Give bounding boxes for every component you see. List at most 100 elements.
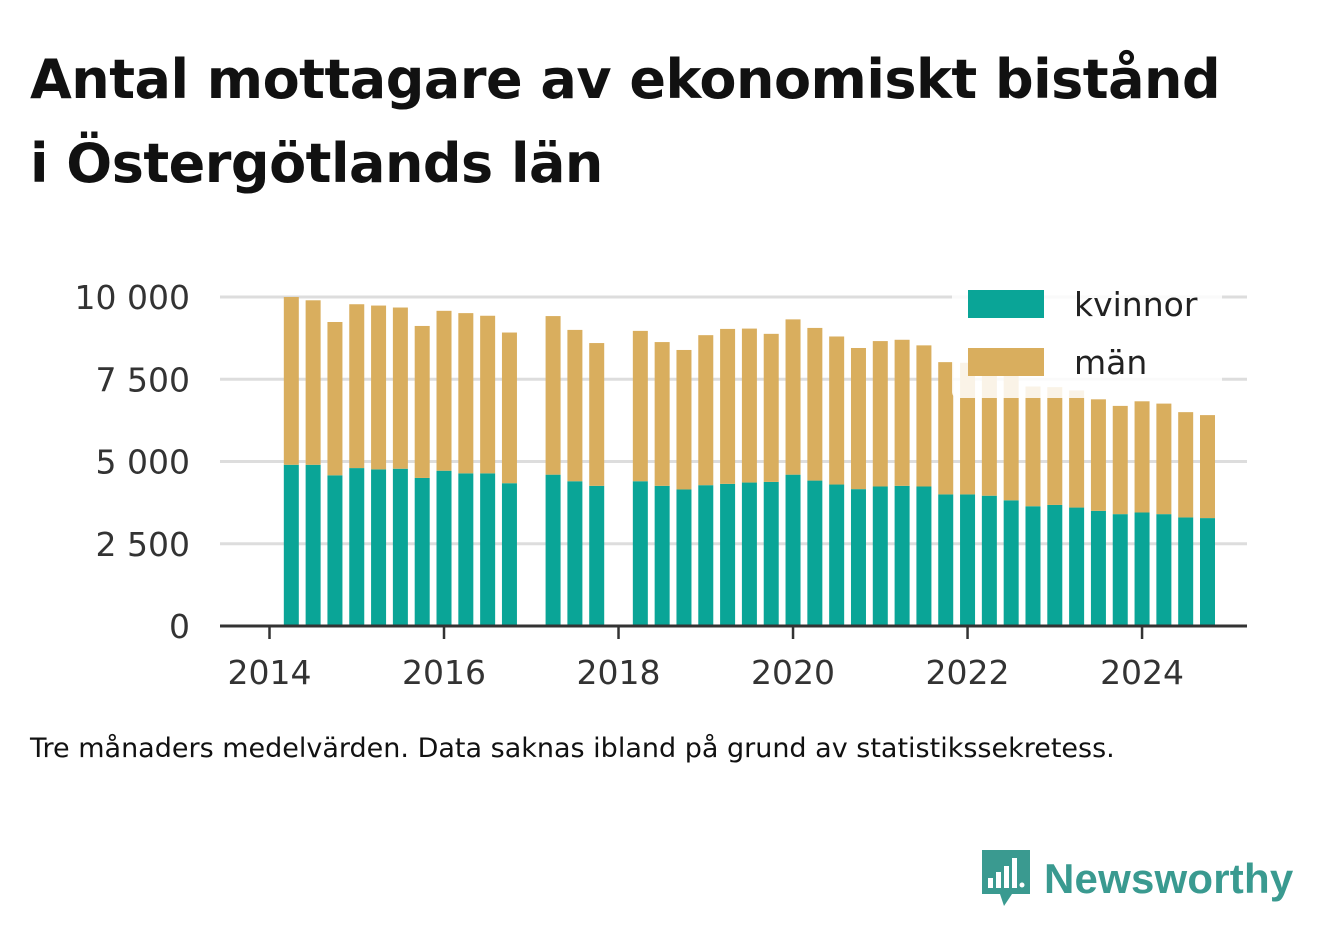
- bar-man: [371, 305, 387, 470]
- x-tick-label: 2022: [926, 653, 1010, 692]
- bar-man: [916, 345, 932, 487]
- bar-man: [872, 341, 888, 487]
- bar-kvinnor: [567, 481, 583, 626]
- bar-man: [894, 339, 910, 486]
- bar-man: [676, 349, 692, 490]
- bar-man: [1003, 372, 1019, 501]
- bar-man: [567, 329, 583, 482]
- bar-kvinnor: [698, 485, 714, 626]
- bar-man: [1090, 399, 1106, 511]
- bar-man: [850, 347, 866, 490]
- bar-man: [785, 319, 801, 475]
- y-tick-label: 2 500: [96, 525, 190, 564]
- bar-kvinnor: [1047, 504, 1063, 626]
- x-tick-label: 2020: [751, 653, 835, 692]
- x-tick-label: 2018: [577, 653, 661, 692]
- bar-kvinnor: [1156, 514, 1172, 626]
- bar-kvinnor: [545, 474, 561, 626]
- bar-man: [349, 304, 365, 469]
- bar-man: [1156, 403, 1172, 515]
- bar-man: [436, 310, 452, 471]
- bar-kvinnor: [829, 484, 845, 626]
- bar-man: [392, 307, 408, 469]
- stacked-bar-chart: 0 2 500 5 000 7 500 10 000 2014 2016 2018 2020 20…: [75, 278, 1247, 692]
- bar-man: [589, 343, 605, 486]
- newsworthy-logo-icon: [982, 850, 1030, 906]
- bar-man: [1134, 401, 1150, 513]
- bar-kvinnor: [349, 468, 365, 626]
- bar-kvinnor: [938, 494, 954, 626]
- legend-swatch-kvinnor: [968, 290, 1044, 318]
- bar-man: [458, 313, 474, 474]
- bar-kvinnor: [850, 489, 866, 626]
- bar-man: [1025, 386, 1041, 507]
- bar-kvinnor: [1090, 510, 1106, 626]
- y-tick-label: 5 000: [96, 443, 190, 482]
- bar-kvinnor: [960, 494, 976, 626]
- bar-kvinnor: [872, 486, 888, 626]
- bar-kvinnor: [1178, 517, 1194, 626]
- bar-kvinnor: [414, 477, 430, 626]
- bar-kvinnor: [720, 483, 736, 626]
- chart-title: Antal mottagare av ekonomiskt bistånd i …: [30, 38, 1300, 206]
- bar-man: [1200, 415, 1215, 519]
- bar-kvinnor: [654, 485, 670, 626]
- x-tick-label: 2016: [402, 653, 486, 692]
- bar-kvinnor: [501, 483, 517, 626]
- bar-man: [632, 330, 648, 482]
- bar-kvinnor: [916, 486, 932, 626]
- bar-man: [1047, 387, 1063, 505]
- legend: kvinnor män: [952, 283, 1222, 398]
- brand-name: Newsworthy: [1044, 855, 1294, 902]
- bar-kvinnor: [741, 482, 757, 626]
- bar-kvinnor: [785, 474, 801, 626]
- bar-kvinnor: [981, 495, 997, 626]
- bar-man: [283, 297, 299, 465]
- bar-kvinnor: [480, 473, 496, 626]
- x-tick-label: 2024: [1100, 653, 1184, 692]
- bar-man: [981, 366, 997, 496]
- bar-kvinnor: [436, 470, 452, 626]
- y-tick-label: 7 500: [96, 360, 190, 399]
- bar-kvinnor: [327, 475, 343, 626]
- bar-kvinnor: [1134, 512, 1150, 626]
- bar-kvinnor: [1112, 514, 1128, 626]
- legend-label-kvinnor: kvinnor: [1074, 285, 1198, 324]
- bar-kvinnor: [807, 480, 823, 626]
- bar-man: [698, 335, 714, 486]
- bar-kvinnor: [676, 489, 692, 626]
- bar-kvinnor: [632, 481, 648, 626]
- legend-swatch-man: [968, 348, 1044, 376]
- bar-kvinnor: [894, 485, 910, 626]
- title-line-2: i Östergötlands län: [30, 132, 603, 195]
- bar-kvinnor: [371, 469, 387, 626]
- bar-man: [414, 325, 430, 478]
- axes: 0 2 500 5 000 7 500 10 000 2014 2016 2018 2020 20…: [75, 278, 1247, 692]
- bar-man: [305, 300, 321, 465]
- legend-label-man: män: [1074, 343, 1147, 382]
- bar-man: [654, 342, 670, 486]
- bar-man: [938, 362, 954, 495]
- bar-kvinnor: [1069, 507, 1085, 626]
- newsworthy-brand[interactable]: Newsworthy: [980, 848, 1293, 910]
- bar-kvinnor: [283, 464, 299, 626]
- bar-man: [829, 336, 845, 485]
- bar-man: [1178, 412, 1194, 518]
- bar-man: [1069, 390, 1085, 508]
- y-tick-label: 10 000: [75, 278, 190, 317]
- bar-man: [741, 328, 757, 483]
- bar-kvinnor: [305, 464, 321, 626]
- bar-kvinnor: [1003, 500, 1019, 626]
- bar-man: [1112, 405, 1128, 515]
- bar-kvinnor: [589, 485, 605, 626]
- bar-man: [545, 316, 561, 475]
- bar-man: [501, 332, 517, 484]
- x-tick-label: 2014: [228, 653, 312, 692]
- bar-man: [720, 328, 736, 484]
- bar-kvinnor: [763, 481, 779, 626]
- bar-kvinnor: [458, 473, 474, 626]
- chart-caption: Tre månaders medelvärden. Data saknas ib…: [30, 733, 1115, 764]
- bar-man: [480, 315, 496, 474]
- bar-man: [327, 322, 343, 476]
- title-line-1: Antal mottagare av ekonomiskt bistånd: [30, 48, 1221, 111]
